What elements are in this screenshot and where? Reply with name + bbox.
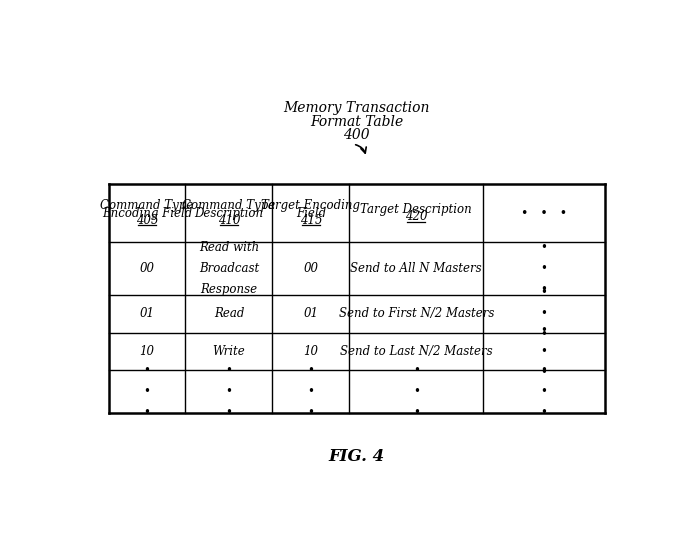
Text: •
•
•: • • • (143, 364, 150, 419)
Text: Read: Read (214, 307, 244, 321)
Text: Target Description: Target Description (361, 203, 472, 216)
Text: •
•
•: • • • (541, 287, 548, 341)
Text: 415: 415 (299, 214, 322, 227)
Text: 00: 00 (139, 262, 155, 275)
Text: Format Table: Format Table (310, 115, 403, 128)
Text: •   •   •: • • • (521, 206, 567, 220)
Text: Send to First N/2 Masters: Send to First N/2 Masters (338, 307, 494, 321)
Text: 01: 01 (303, 307, 318, 321)
Text: Send to All N Masters: Send to All N Masters (351, 262, 482, 275)
Text: 405: 405 (136, 214, 158, 227)
Text: 400: 400 (343, 128, 370, 142)
Text: 01: 01 (139, 307, 155, 321)
Text: 00: 00 (303, 262, 318, 275)
Text: •
•
•: • • • (308, 364, 314, 419)
Text: Memory Transaction: Memory Transaction (283, 101, 430, 115)
Text: •
•
•: • • • (541, 364, 548, 419)
Text: •
•
•: • • • (226, 364, 232, 419)
Text: •
•
•: • • • (413, 364, 420, 419)
Text: 410: 410 (218, 214, 240, 227)
Text: 420: 420 (405, 210, 427, 223)
Text: Target Encoding: Target Encoding (261, 199, 361, 212)
Text: Encoding Field: Encoding Field (102, 206, 192, 220)
Bar (109, 184, 605, 412)
Text: Description: Description (194, 206, 264, 220)
Text: 10: 10 (139, 345, 155, 358)
Text: Write: Write (212, 345, 245, 358)
Text: 10: 10 (303, 345, 318, 358)
Text: Read with
Broadcast
Response: Read with Broadcast Response (199, 241, 259, 296)
Text: Send to Last N/2 Masters: Send to Last N/2 Masters (340, 345, 493, 358)
Text: •
•
•: • • • (541, 324, 548, 379)
Text: FIG. 4: FIG. 4 (329, 449, 385, 466)
Text: Field: Field (296, 206, 326, 220)
Text: •
•
•: • • • (541, 241, 548, 296)
Text: Command Type: Command Type (182, 199, 276, 212)
Text: Command Type: Command Type (100, 199, 193, 212)
